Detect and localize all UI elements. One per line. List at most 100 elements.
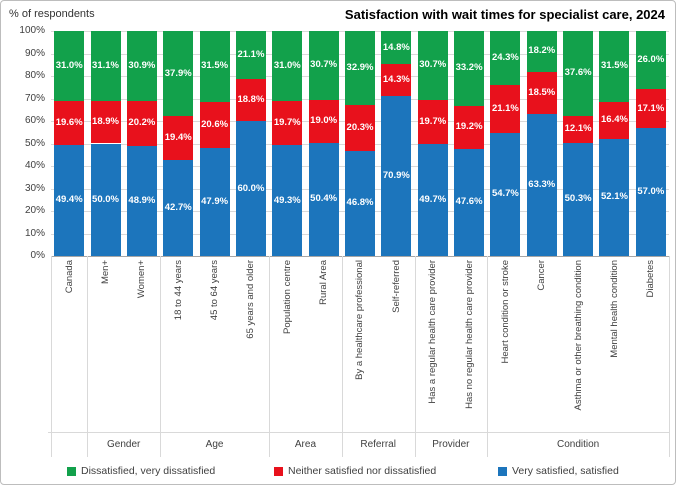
x-axis-label-cell: Women+	[124, 260, 160, 430]
bar-segment-label: 31.5%	[201, 60, 229, 72]
bar-segment-label: 50.3%	[564, 193, 592, 205]
bar-segment-label: 21.1%	[491, 103, 519, 115]
y-tick-label: 40%	[24, 160, 45, 171]
bar-segment-label: 19.2%	[455, 121, 483, 133]
x-axis-label: Heart condition or stroke	[499, 260, 511, 364]
x-axis-label: Has no regular health care provider	[463, 260, 475, 409]
bar-segment-label: 19.0%	[310, 115, 338, 127]
bar-segment	[381, 64, 412, 97]
bar-segment-label: 20.2%	[128, 117, 156, 129]
y-tick-label: 80%	[24, 70, 45, 81]
bar-segment	[599, 101, 630, 139]
bar-segment	[199, 101, 230, 149]
bar-segment-label: 20.3%	[346, 121, 374, 133]
y-tick-label: 100%	[19, 25, 45, 36]
group-label: Condition	[556, 439, 600, 450]
bar-segment	[635, 89, 666, 128]
legend-swatch	[67, 466, 76, 476]
y-tick-label: 0%	[30, 250, 45, 261]
bar-segment	[126, 100, 157, 146]
group-label: Area	[294, 439, 317, 450]
bar-segment	[308, 99, 339, 143]
bar-segment	[90, 31, 121, 101]
bar-segment	[126, 145, 157, 256]
bar-segment	[126, 31, 157, 101]
x-axis-line	[51, 256, 669, 257]
bar-segment	[454, 31, 485, 106]
bar-segment	[90, 143, 121, 256]
bar-segment-label: 63.3%	[528, 178, 556, 190]
bar-segment	[235, 121, 266, 256]
y-tick-label: 20%	[24, 205, 45, 216]
bar-segment-label: 19.6%	[55, 116, 83, 128]
bar-segment-label: 26.0%	[637, 54, 665, 66]
bar-segment	[490, 31, 521, 86]
bar-segment	[308, 31, 339, 100]
bar-segment-label: 31.5%	[601, 60, 628, 72]
group-label: Provider	[432, 439, 470, 450]
x-axis-label: 65 years and older	[245, 260, 257, 339]
y-axis-title: % of respondents	[9, 8, 95, 20]
bar-segment-label: 33.2%	[455, 62, 483, 74]
bar-segment-label: 17.1%	[637, 102, 665, 114]
x-axis-label-cell: Has a regular health care provider	[415, 260, 451, 430]
bar-segment-label: 14.8%	[382, 41, 410, 53]
legend-item: Dissatisfied, very dissatisfied	[67, 464, 215, 478]
bar-segment-label: 48.9%	[128, 194, 156, 206]
bar-segment-label: 50.0%	[92, 193, 119, 205]
bar-segment	[163, 159, 194, 256]
bar-segment	[417, 99, 448, 145]
bar-segment	[526, 31, 557, 72]
x-axis-label-cell: 18 to 44 years	[160, 260, 196, 430]
x-axis-label: Rural Area	[318, 260, 330, 305]
bar-segment-label: 20.6%	[201, 119, 229, 131]
bar-segment-label: 21.1%	[237, 48, 265, 60]
bar-segment	[635, 31, 666, 90]
group-separator	[87, 256, 89, 457]
x-axis-label-cell: Cancer	[524, 260, 560, 430]
group-label: Gender	[107, 439, 141, 450]
bar-segment	[454, 105, 485, 149]
bar-segment	[345, 31, 375, 106]
x-axis-label-cell: Self-referred	[378, 260, 414, 430]
group-label: Age	[205, 439, 224, 450]
x-axis-label-cell: By a healthcare professional	[342, 260, 378, 430]
bar-segment-label: 57.0%	[637, 185, 665, 197]
x-axis-label-cell: Diabetes	[633, 260, 669, 430]
bar-segment	[235, 31, 266, 79]
x-axis-label-cell: Has no regular health care provider	[451, 260, 487, 430]
bar-segment	[163, 31, 194, 117]
bar-segment-label: 47.6%	[455, 196, 483, 208]
legend-item: Neither satisfied nor dissatisfied	[274, 464, 436, 478]
legend-swatch	[274, 466, 283, 476]
bar-segment	[345, 150, 375, 256]
group-separator	[669, 256, 670, 457]
x-axis-label-cell: Men+	[87, 260, 123, 430]
group-separator	[487, 256, 489, 457]
bar-segment-label: 50.4%	[310, 193, 338, 205]
x-axis-label-cell: Heart condition or stroke	[487, 260, 523, 430]
bar-segment-label: 49.4%	[55, 194, 83, 206]
group-separator	[414, 256, 416, 457]
axis-level-separator	[48, 432, 669, 433]
x-axis-label: Women+	[136, 260, 148, 299]
group-label: Referral	[360, 439, 396, 450]
bar-segment-label: 31.0%	[55, 59, 83, 71]
x-axis-label: Asthma or other breathing condition	[572, 260, 584, 411]
bar-segment-label: 42.7%	[164, 201, 192, 213]
bar-segment	[526, 71, 557, 114]
bar-segment	[308, 142, 339, 256]
bar-segment	[272, 100, 303, 146]
bar-segment	[526, 113, 557, 256]
bar-segment-label: 52.1%	[601, 191, 628, 203]
bar-segment	[417, 31, 448, 100]
bar-segment-label: 19.7%	[419, 116, 447, 127]
group-separator	[51, 256, 52, 457]
legend-item: Very satisfied, satisfied	[498, 464, 619, 478]
x-axis-label: Population centre	[281, 260, 293, 334]
x-axis-label-cell: Rural Area	[305, 260, 341, 430]
bar-segment-label: 30.7%	[419, 59, 447, 71]
y-tick-label: 10%	[24, 227, 45, 239]
legend-swatch	[498, 466, 507, 476]
